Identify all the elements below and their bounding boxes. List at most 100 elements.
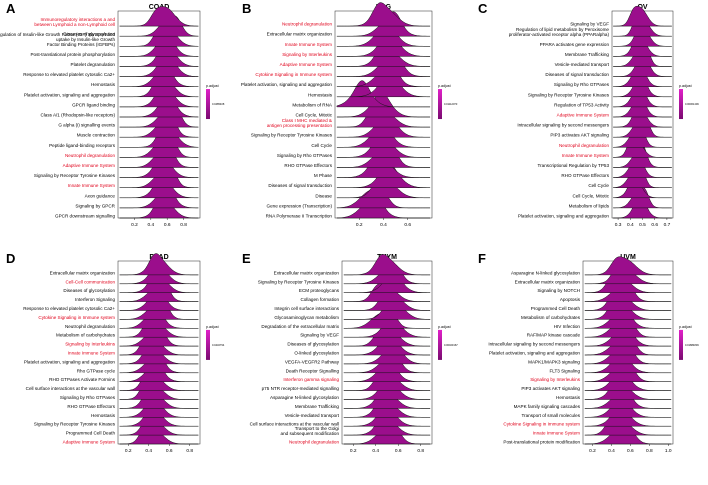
term-label: Cell-Cell communication [65,279,115,284]
legend-tick: 0.00061409 [685,102,699,106]
term-label: Signaling by Rho GTPases [277,153,333,158]
x-tick-label: 0.2 [589,448,596,454]
panel-e: ETHYMExtracellular matrix organizationSi… [242,251,458,454]
term-label: Regulation of Insulin-like Growth Factor… [0,32,115,47]
term-label: Degradation of the extracellular matrix [261,324,339,329]
term-label: Signaling by Interleukins [65,342,115,347]
term-label: Adaptive Immune System [63,163,116,168]
term-label: PIP3 activates AKT signaling [521,386,580,391]
term-label: MAPK1/MAPK3 signaling [528,359,580,364]
legend-title: p.adjust [206,84,219,88]
term-label: RAF/MAP kinase cascade [527,333,581,338]
legend-colorbar [206,89,210,120]
term-label: Diseases of glycosylation [287,342,339,347]
term-label: Response to elevated platelet cytosolic … [23,72,115,77]
term-label: Class A/1 (Rhodopsin-like receptors) [40,113,115,118]
term-label: Innate Immune System [562,153,609,158]
x-tick-label: 1.0 [665,448,672,454]
term-label: GPCR ligand binding [72,102,115,107]
term-label: Membrane Trafficking [295,404,340,409]
ridge-0 [613,5,672,27]
term-label: Rho GTPase cycle [77,368,116,373]
term-label: Hemostasis [556,395,581,400]
term-label: Cell surface interactions at the vascula… [26,386,115,391]
term-label: Disease [315,193,332,198]
term-label: Extracellular matrix organization [267,32,333,37]
term-label: Regulation of lipid metabolism by Peroxi… [509,27,610,37]
legend-tick: 0.00020167 [444,343,458,347]
term-label: PPARA activates gene expression [540,42,610,47]
term-label: Collagen formation [300,297,339,302]
term-label: Programmed Cell Death [66,431,116,436]
term-label: Cytokine Signaling in Immune system [255,72,332,77]
term-label: Cytokine Signaling in Immune system [503,422,580,427]
panel-d: DPAADExtracellular matrix organizationCe… [6,251,225,454]
term-label: Immunoregulatory interactions a and betwe… [34,17,115,27]
term-label: Innate Immune System [533,431,580,436]
term-label: O-linked glycosylation [294,351,339,356]
term-label: Diseases of glycosylation [63,288,115,293]
term-label: FLT3 Signaling [549,368,580,373]
legend-colorbar [206,329,210,360]
term-label: Signaling by Receptor Tyrosine Kinases [528,92,610,97]
term-label: GPCR downstream signalling [55,214,115,219]
legend-title: p.adjust [438,325,451,329]
legend-colorbar [679,89,683,120]
term-label: ECM proteoglycans [299,288,340,293]
term-label: MAPK family signaling cascades [514,404,581,409]
panel-title: UVM [620,254,636,261]
x-tick-label: 0.6 [166,448,173,454]
term-label: Intracellular signaling by second messen… [488,342,580,347]
x-tick-label: 0.2 [131,222,138,228]
term-label: Platelet activation, signaling and aggre… [518,214,610,219]
term-label: Hemostasis [308,92,333,97]
term-label: Peptide ligand-binding receptors [49,143,116,148]
term-label: Neutrophil degranulation [65,324,116,329]
legend-colorbar [438,89,442,120]
panel-letter: E [242,251,251,266]
term-label: Post-translational protein modification [503,440,580,445]
term-label: Integrin cell surface interactions [274,306,339,311]
term-label: PIP3 activates AKT signaling [550,133,609,138]
term-label: Asparagine N-linked glycosylation [511,270,580,275]
term-label: Neutrophil degranulation [282,22,333,27]
term-label: Interferon Signaling [75,297,115,302]
legend-title: p.adjust [679,84,692,88]
term-label: Cell Cycle, Mitotic [572,193,609,198]
term-label: M Phase [314,173,333,178]
term-label: Adaptive Immune System [557,113,610,118]
term-label: Class I MHC mediated & antigen processing… [267,118,333,128]
ridge-0 [119,253,199,276]
term-label: RHO GTPase Effectors [67,404,115,409]
term-label: RHO GTPase Effectors [561,173,609,178]
term-label: Signaling by VEGF [570,22,609,27]
term-label: Neutrophil degranulation [289,440,340,445]
term-label: Transport of small molecules [521,413,580,418]
term-label: Signaling by VEGF [300,333,339,338]
term-label: Metabolism of carbohydrates [56,333,116,338]
term-label: Diseases of signal transduction [545,72,609,77]
ridge-0 [119,6,199,27]
x-tick-label: 0.5 [639,222,646,228]
term-label: Signaling by Rho GTPases [554,82,610,87]
term-label: Vesicle-mediated transport [285,413,340,418]
x-tick-label: 0.8 [646,448,653,454]
term-label: HIV Infection [554,324,581,329]
x-tick-label: 0.8 [186,448,193,454]
term-label: Signaling by Receptor Tyrosine Kinases [258,279,340,284]
term-label: Cell Cycle, Mitotic [295,113,332,118]
term-label: Regulation of TP53 Activity [554,102,610,107]
term-label: Signaling by NOTCH [537,288,580,293]
term-label: Muscle contraction [77,133,116,138]
term-label: Response to elevated platelet cytosolic … [23,306,115,311]
term-label: Cytokine Signaling in Immune system [38,315,115,320]
x-tick-label: 0.6 [404,222,411,228]
x-tick-label: 0.4 [372,448,379,454]
term-label: Diseases of glycosylation [63,32,115,37]
legend-title: p.adjust [206,325,219,329]
term-label: Adaptive Immune System [280,62,333,67]
panel-letter: A [6,1,16,16]
term-label: Signaling by Receptor Tyrosine Kinases [34,422,116,427]
term-label: Glycosaminoglycan metabolism [274,315,339,320]
